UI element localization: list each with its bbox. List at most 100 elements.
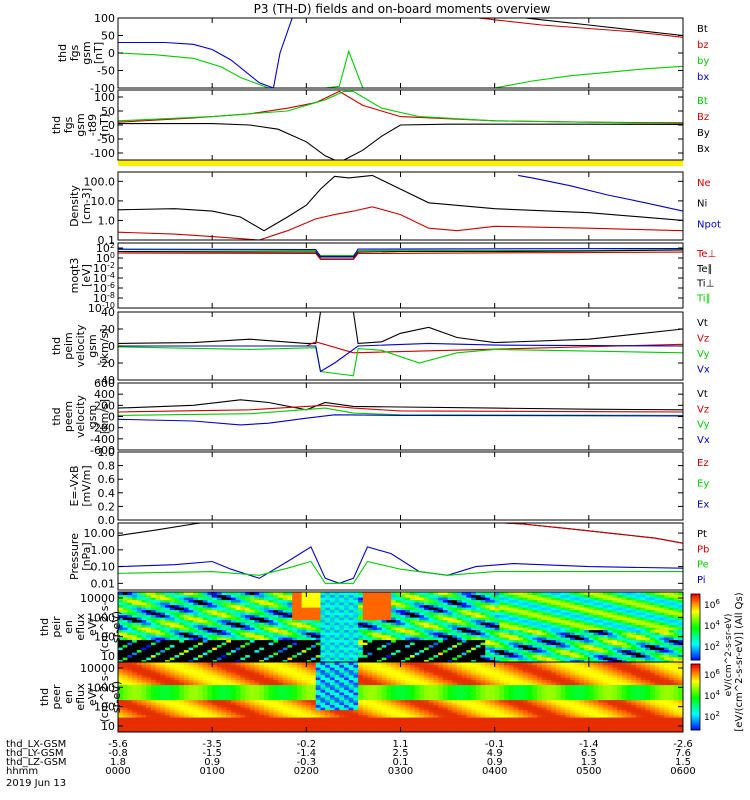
spectrogram-cell xyxy=(179,687,185,691)
spectrogram-cell xyxy=(249,717,256,721)
spectrogram-cell xyxy=(132,669,138,673)
spectrogram-cell xyxy=(263,644,270,648)
spectrogram-cell xyxy=(353,619,359,623)
spectrogram-cell xyxy=(588,652,595,656)
spectrogram-cell xyxy=(344,602,350,606)
spectrogram-cell xyxy=(348,632,355,636)
spectrogram-cell xyxy=(141,639,147,643)
spectrogram-cell xyxy=(118,652,124,656)
spectrogram-cell xyxy=(395,619,402,623)
spectrogram-cell xyxy=(278,684,284,688)
spectrogram-cell xyxy=(537,657,543,661)
spectrogram-cell xyxy=(475,649,482,653)
spectrogram-cell xyxy=(555,657,562,661)
spectrogram-cell xyxy=(513,624,519,628)
spectrogram-cell xyxy=(593,609,599,613)
spectrogram-cell xyxy=(447,647,453,651)
spectrogram-cell xyxy=(240,619,246,623)
spectrogram-cell xyxy=(216,627,223,631)
spectrogram-cell xyxy=(282,652,289,656)
spectrogram-cell xyxy=(391,607,397,611)
spectrogram-cell xyxy=(245,617,251,621)
spectrogram-cell xyxy=(532,627,538,631)
spectrogram-cell xyxy=(136,709,143,713)
spectrogram-cell xyxy=(518,592,524,596)
spectrogram-cell xyxy=(315,614,322,618)
spectrogram-cell xyxy=(127,677,133,681)
spectrogram-cell xyxy=(301,709,307,713)
spectrogram-cell xyxy=(391,657,397,661)
spectrogram-cell xyxy=(414,614,420,618)
spectrogram-cell xyxy=(155,627,161,631)
spectrogram-cell xyxy=(254,637,260,641)
spectrogram-cell xyxy=(640,592,646,596)
spectrogram-cell xyxy=(461,647,468,651)
spectrogram-cell xyxy=(588,614,595,618)
legend-Npot: Npot xyxy=(697,219,721,230)
spectrogram-cell xyxy=(522,597,529,601)
spectrogram-cell xyxy=(358,654,364,658)
spectrogram-cell xyxy=(245,687,251,691)
spectrogram-cell xyxy=(259,699,265,703)
spectrogram-cell xyxy=(226,704,232,708)
spectrogram-cell xyxy=(141,694,147,698)
spectrogram-cell xyxy=(522,627,529,631)
spectrogram-cell xyxy=(428,634,435,638)
spectrogram-cell xyxy=(424,652,430,656)
spectrogram-cell xyxy=(621,622,628,626)
spectrogram-cell xyxy=(282,682,289,686)
spectrogram-cell xyxy=(494,612,500,616)
spectrogram-cell xyxy=(174,627,180,631)
spectrogram-cell xyxy=(198,707,204,711)
spectrogram-cell xyxy=(518,632,524,636)
spectrogram-cell xyxy=(207,617,213,621)
spectrogram-cell xyxy=(193,612,199,616)
spectrogram-cell xyxy=(362,599,369,603)
spectrogram-cell xyxy=(212,637,218,641)
spectrogram-cell xyxy=(282,679,289,683)
spectrogram-cell xyxy=(362,654,369,658)
spectrogram-cell xyxy=(433,602,439,606)
spectrogram-cell xyxy=(160,679,166,683)
spectrogram-cell xyxy=(306,712,312,716)
spectrogram-cell xyxy=(565,632,571,636)
spectrogram-cell xyxy=(485,654,491,658)
spectrogram-cell xyxy=(485,607,491,611)
spectrogram-cell xyxy=(466,602,472,606)
spectrogram-cell xyxy=(612,612,618,616)
spectrogram-cell xyxy=(226,612,232,616)
spectrogram-cell xyxy=(588,599,595,603)
spectrogram-cell xyxy=(555,597,562,601)
spectrogram-cell xyxy=(245,657,251,661)
spectrogram-cell xyxy=(386,619,392,623)
spectrogram-cell xyxy=(165,632,171,636)
spectrogram-cell xyxy=(546,602,552,606)
spectrogram-cell xyxy=(240,614,246,618)
spectrogram-cell xyxy=(212,624,218,628)
series-group xyxy=(118,312,683,377)
spectrogram-cell xyxy=(325,654,331,658)
spectrogram-cell xyxy=(405,607,411,611)
spectrogram-cell xyxy=(621,634,628,638)
spectrogram-cell xyxy=(183,707,190,711)
spectrogram-cell xyxy=(282,599,289,603)
spectrogram-cell xyxy=(235,719,242,723)
spectrogram-cell xyxy=(132,729,138,732)
y-axis-label-line: fgs xyxy=(68,44,81,61)
spectrogram-cell xyxy=(537,607,543,611)
spectrogram-cell xyxy=(329,617,336,621)
spectrogram-cell xyxy=(579,659,585,662)
spectrogram-cell xyxy=(207,729,213,732)
spectrogram-cell xyxy=(325,592,331,596)
spectrogram-cell xyxy=(362,614,369,618)
spectrogram-cell xyxy=(645,612,651,616)
spectrogram-cell xyxy=(546,644,552,648)
spectrogram-cell xyxy=(527,607,533,611)
spectrogram-cell xyxy=(650,639,656,643)
spectrogram-cell xyxy=(183,609,190,613)
spectrogram-cell xyxy=(122,644,129,648)
spectrogram-cell xyxy=(461,634,468,638)
spectrogram-cell xyxy=(235,617,242,621)
spectrogram-cell xyxy=(122,652,129,656)
spectrogram-cell xyxy=(438,592,444,596)
